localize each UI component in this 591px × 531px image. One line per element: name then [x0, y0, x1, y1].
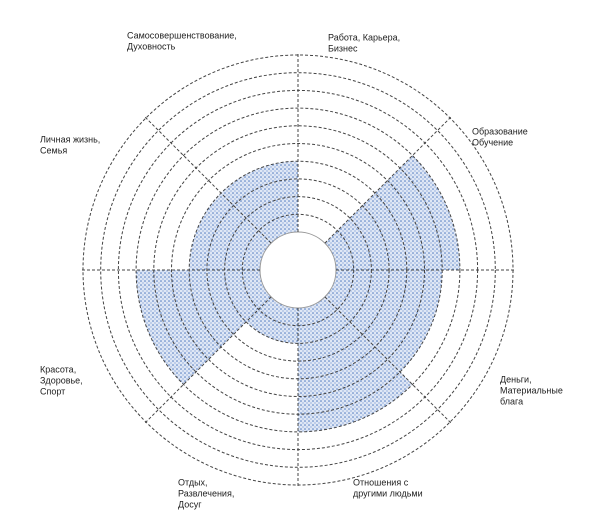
sector-label: другими людьми — [353, 488, 423, 498]
sector-label: Красота, — [40, 364, 76, 374]
sector-label: Самосовершенствование, — [127, 30, 237, 40]
sector — [324, 155, 460, 270]
sector-label: блага — [500, 396, 523, 406]
sector-label: Личная жизнь, — [40, 134, 100, 144]
ring — [135, 107, 461, 433]
ring — [206, 178, 390, 362]
sector-label: Обучение — [472, 137, 513, 147]
sector-label: Развлечения, — [178, 488, 234, 498]
ring — [171, 143, 425, 397]
sector-label: Семья — [40, 145, 67, 155]
sector-label: Образование — [472, 126, 528, 136]
sector-label: Работа, Карьера, — [328, 32, 400, 42]
sector-label: Материальные — [500, 385, 563, 395]
sector-label: Духовность — [127, 41, 176, 51]
sector-label: Досуг — [178, 499, 202, 509]
sector — [324, 270, 443, 372]
sector-label: Отдых, — [178, 477, 208, 487]
sector — [298, 296, 413, 432]
ring — [259, 231, 337, 309]
sector — [136, 270, 272, 385]
sector-label: Здоровье, — [40, 375, 83, 385]
ring — [100, 72, 496, 468]
sector — [189, 193, 272, 270]
sector-label: Отношения с — [353, 477, 409, 487]
sector — [221, 161, 298, 244]
sector-label: Спорт — [40, 386, 65, 396]
sector-label: Бизнес — [328, 43, 358, 53]
sector-label: Деньги, — [500, 374, 532, 384]
